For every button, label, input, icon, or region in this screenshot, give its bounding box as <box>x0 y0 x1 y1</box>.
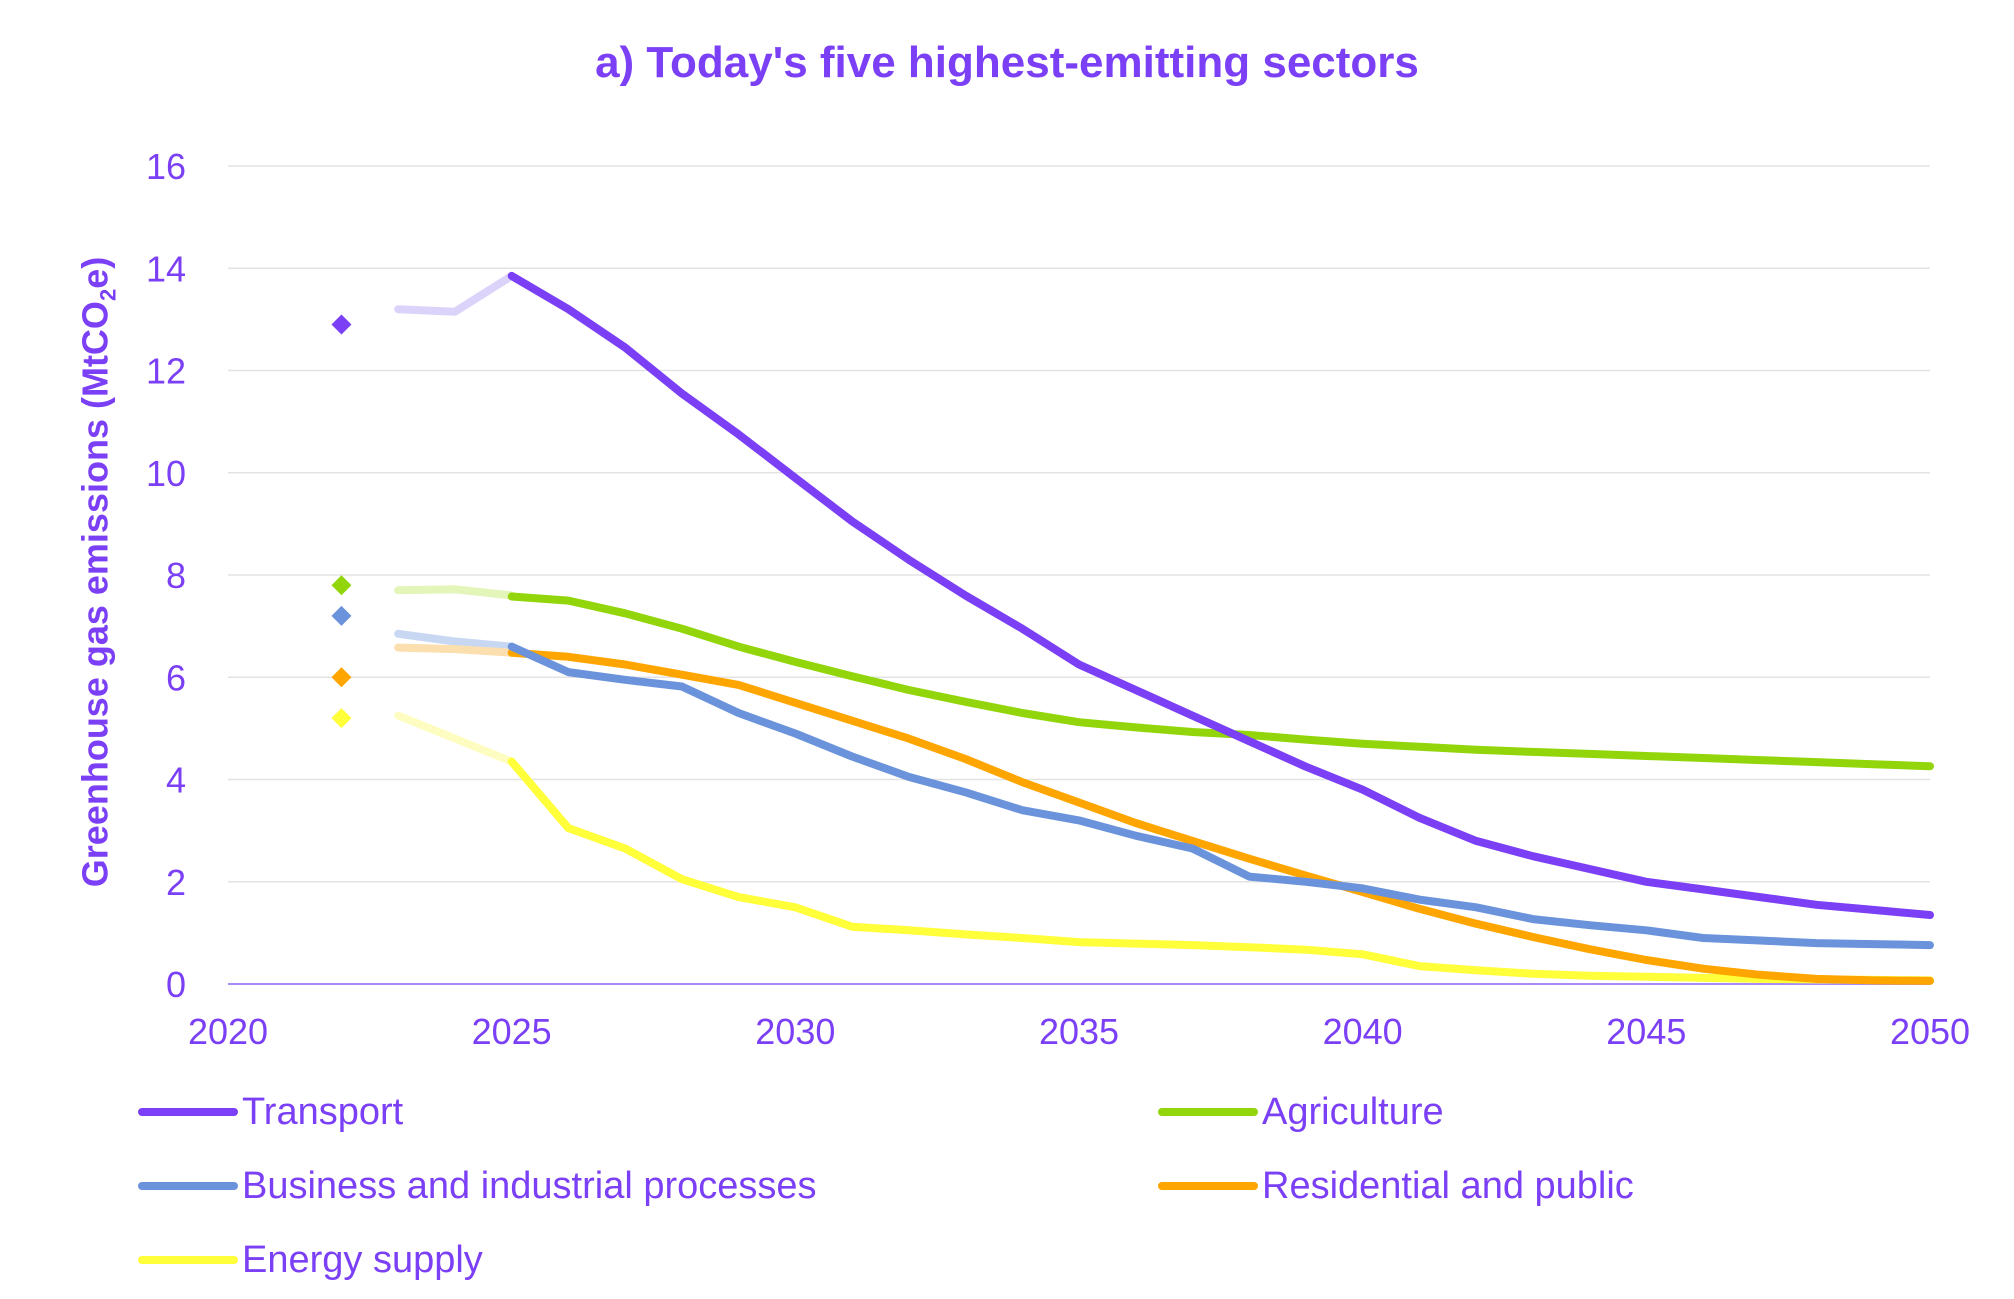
x-tick-label: 2030 <box>755 1011 835 1052</box>
legend-swatch-energy <box>138 1256 238 1264</box>
axes: 0 2 4 6 8 10 12 14 16 2020 2025 2030 2035 2040 2045 205… <box>146 146 1970 1052</box>
series-marker-residential-and-public <box>331 667 352 688</box>
series-marker-transport <box>331 314 352 335</box>
y-tick-label: 10 <box>146 453 186 494</box>
x-tick-label: 2040 <box>1323 1011 1403 1052</box>
legend-item-transport: Transport <box>138 1090 403 1134</box>
legend-item-agriculture: Agriculture <box>1158 1090 1444 1134</box>
legend-label-residential: Residential and public <box>1262 1164 1634 1207</box>
y-tick-label: 4 <box>166 760 186 801</box>
y-tick-label: 14 <box>146 248 186 289</box>
y-tick-label: 8 <box>166 555 186 596</box>
series-lines <box>331 271 1934 985</box>
y-tick-label: 2 <box>166 862 186 903</box>
gridlines <box>228 165 1930 883</box>
legend-label-energy: Energy supply <box>242 1238 483 1281</box>
series-history-energy-supply <box>394 711 516 766</box>
legend-swatch-transport <box>138 1108 238 1116</box>
series-history-agriculture <box>394 585 516 600</box>
y-axis-label: Greenhouse gas emissions (MtCO2e) <box>74 257 121 887</box>
legend-label-business: Business and industrial processes <box>242 1164 817 1207</box>
series-marker-business-and-industrial-processes <box>331 605 352 626</box>
legend-item-energy: Energy supply <box>138 1238 483 1282</box>
series-line-business-and-industrial-processes <box>507 642 1934 950</box>
series-history-residential-and-public <box>394 643 516 657</box>
series-line-agriculture <box>507 592 1934 771</box>
legend-swatch-business <box>138 1182 238 1190</box>
x-tick-label: 2045 <box>1606 1011 1686 1052</box>
x-tick-label: 2050 <box>1890 1011 1970 1052</box>
y-tick-label: 0 <box>166 964 186 1005</box>
series-history-transport <box>394 271 516 316</box>
legend-swatch-residential <box>1158 1182 1258 1190</box>
legend-label-agriculture: Agriculture <box>1262 1090 1444 1133</box>
x-tick-label: 2035 <box>1039 1011 1119 1052</box>
series-line-residential-and-public <box>507 648 1934 985</box>
y-tick-label: 16 <box>146 146 186 187</box>
series-history-business-and-industrial-processes <box>394 629 516 651</box>
y-tick-label: 12 <box>146 351 186 392</box>
x-tick-label: 2020 <box>188 1011 268 1052</box>
legend: Transport Agriculture Business and indus… <box>138 1090 1998 1290</box>
y-axis-label-prefix: Greenhouse gas emissions (MtCO <box>74 301 116 888</box>
x-tick-label: 2025 <box>472 1011 552 1052</box>
legend-item-residential: Residential and public <box>1158 1164 1634 1208</box>
y-axis-label-suffix: e) <box>74 256 116 289</box>
y-axis-label-subscript: 2 <box>95 288 121 302</box>
legend-item-business: Business and industrial processes <box>138 1164 817 1208</box>
legend-label-transport: Transport <box>242 1090 404 1133</box>
series-marker-energy-supply <box>331 708 352 729</box>
series-line-energy-supply <box>507 757 1934 985</box>
series-line-transport <box>507 271 1934 919</box>
chart-title: a) Today's five highest-emitting sectors <box>595 38 1419 87</box>
y-tick-label: 6 <box>166 657 186 698</box>
series-marker-agriculture <box>331 575 352 596</box>
legend-swatch-agriculture <box>1158 1108 1258 1116</box>
